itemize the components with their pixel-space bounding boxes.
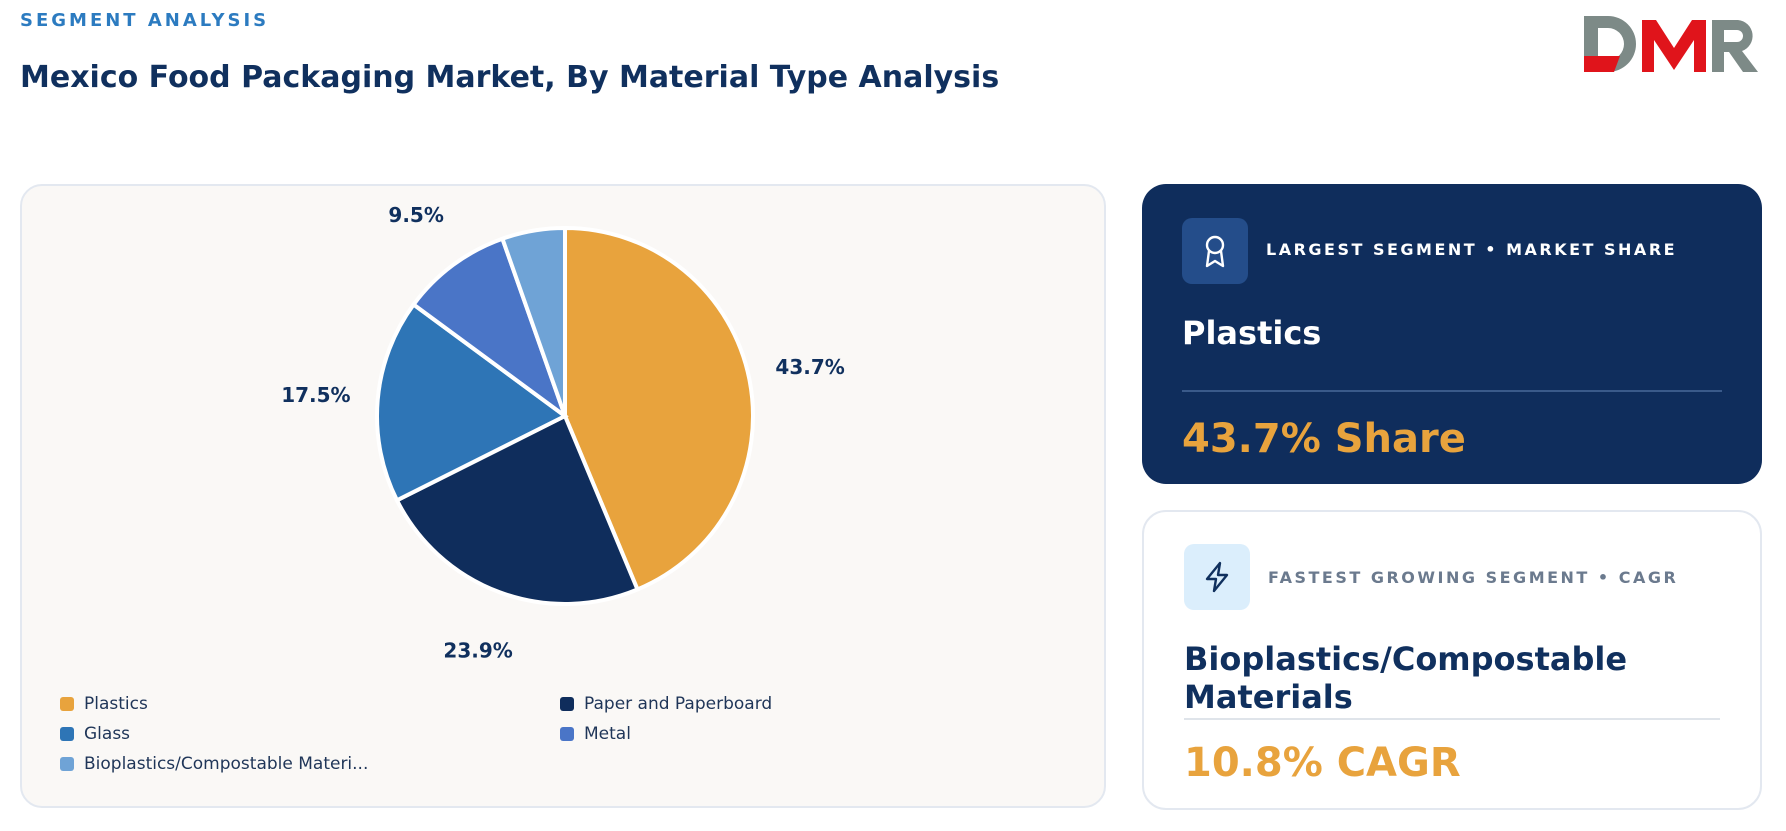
fastest-growing-label: FASTEST GROWING SEGMENT • CAGR <box>1268 568 1679 587</box>
legend-label: Paper and Paperboard <box>584 694 773 714</box>
legend-swatch <box>60 757 74 771</box>
pie-slice-plastics <box>563 225 755 593</box>
slice-value-label: 23.9% <box>443 638 512 662</box>
fastest-growing-metric: 10.8% CAGR <box>1184 740 1461 786</box>
legend-item: Metal <box>560 724 631 744</box>
legend-label: Bioplastics/Compostable Materi... <box>84 754 369 774</box>
largest-segment-card: LARGEST SEGMENT • MARKET SHARE Plastics … <box>1142 184 1762 484</box>
card-divider <box>1182 390 1722 392</box>
legend-item: Plastics <box>60 694 148 714</box>
slice-value-label: 9.5% <box>388 203 443 227</box>
legend-item: Paper and Paperboard <box>560 694 772 714</box>
award-icon <box>1182 218 1248 284</box>
legend-item: Glass <box>60 724 130 744</box>
slice-value-label: 43.7% <box>775 355 844 379</box>
lightning-icon <box>1184 544 1250 610</box>
slice-value-label: 17.5% <box>281 383 350 407</box>
legend-swatch <box>60 727 74 741</box>
page-title: Mexico Food Packaging Market, By Materia… <box>20 60 1000 95</box>
legend-swatch <box>560 697 574 711</box>
legend-label: Plastics <box>84 694 148 714</box>
legend-label: Glass <box>84 724 131 744</box>
pie-slice-glass <box>375 301 569 503</box>
largest-segment-value: Plastics <box>1182 314 1322 352</box>
pie-slice-bioplastics-compostable-materials <box>499 225 567 417</box>
pie-slice-paper-and-paperboard <box>394 413 641 606</box>
largest-segment-label: LARGEST SEGMENT • MARKET SHARE <box>1266 240 1678 259</box>
legend-item: Bioplastics/Compostable Materi... <box>60 754 368 774</box>
fastest-growing-value: Bioplastics/Compostable Materials <box>1184 640 1628 716</box>
fastest-growing-card: FASTEST GROWING SEGMENT • CAGR Bioplasti… <box>1142 510 1762 810</box>
card-divider <box>1184 718 1720 720</box>
pie-chart: 43.7%23.9%17.5%9.5%5.4% <box>281 203 845 662</box>
section-eyebrow: SEGMENT ANALYSIS <box>20 10 270 31</box>
legend-swatch <box>60 697 74 711</box>
legend-swatch <box>560 727 574 741</box>
company-logo <box>1584 16 1758 72</box>
largest-segment-metric: 43.7% Share <box>1182 416 1466 462</box>
pie-slice-metal <box>410 236 570 422</box>
legend-label: Metal <box>584 724 631 744</box>
